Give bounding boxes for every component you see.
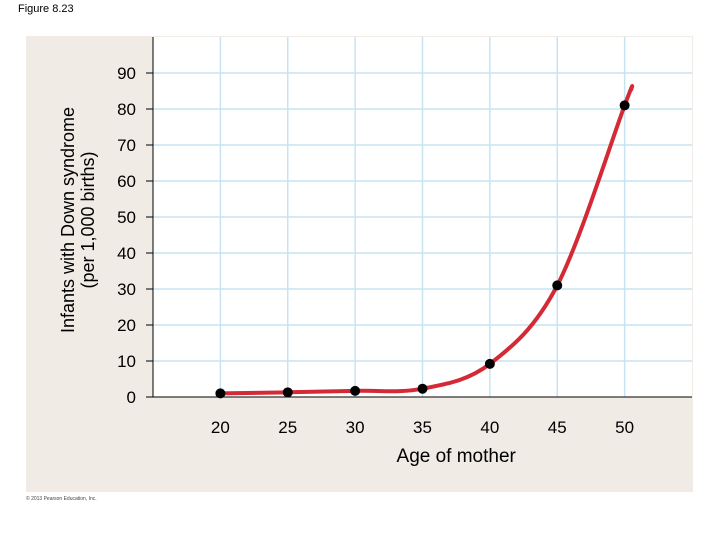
data-point <box>484 358 495 369</box>
y-tick-label: 60 <box>117 172 136 191</box>
y-tick-label: 70 <box>117 136 136 155</box>
data-point <box>350 385 361 396</box>
axes <box>146 37 692 398</box>
x-tick-label: 35 <box>413 418 432 437</box>
data-curve <box>218 84 635 396</box>
y-tick-labels: 0 10 20 30 40 50 60 70 80 90 <box>117 64 136 407</box>
figure-label: Figure 8.23 <box>18 3 74 15</box>
y-tick-label: 90 <box>117 64 136 83</box>
data-point <box>552 280 563 291</box>
y-tick-label: 40 <box>117 244 136 263</box>
y-tick-label: 80 <box>117 100 136 119</box>
copyright-notice: © 2013 Pearson Education, Inc. <box>26 496 97 502</box>
y-axis-label: Infants with Down syndrome (per 1,000 bi… <box>58 107 98 333</box>
x-axis-label: Age of mother <box>397 446 517 467</box>
y-tick-label: 50 <box>117 208 136 227</box>
y-tick-label: 10 <box>117 352 136 371</box>
data-points <box>215 100 630 399</box>
y-tick-label: 0 <box>127 388 136 407</box>
x-tick-label: 50 <box>615 418 634 437</box>
y-axis-label-line1: Infants with Down syndrome <box>58 106 78 334</box>
grid-lines <box>153 37 692 397</box>
data-point <box>215 388 226 399</box>
data-point <box>417 383 428 394</box>
x-tick-label: 25 <box>278 418 297 437</box>
x-tick-label: 45 <box>548 418 567 437</box>
x-tick-label: 30 <box>346 418 365 437</box>
y-tick-label: 20 <box>117 316 136 335</box>
x-tick-label: 40 <box>480 418 499 437</box>
data-point <box>619 100 630 111</box>
x-tick-labels: 20 25 30 35 40 45 50 <box>211 418 634 437</box>
y-axis-label-line2: (per 1,000 births) <box>78 151 98 289</box>
data-point <box>282 387 293 398</box>
x-tick-label: 20 <box>211 418 230 437</box>
y-tick-label: 30 <box>117 280 136 299</box>
